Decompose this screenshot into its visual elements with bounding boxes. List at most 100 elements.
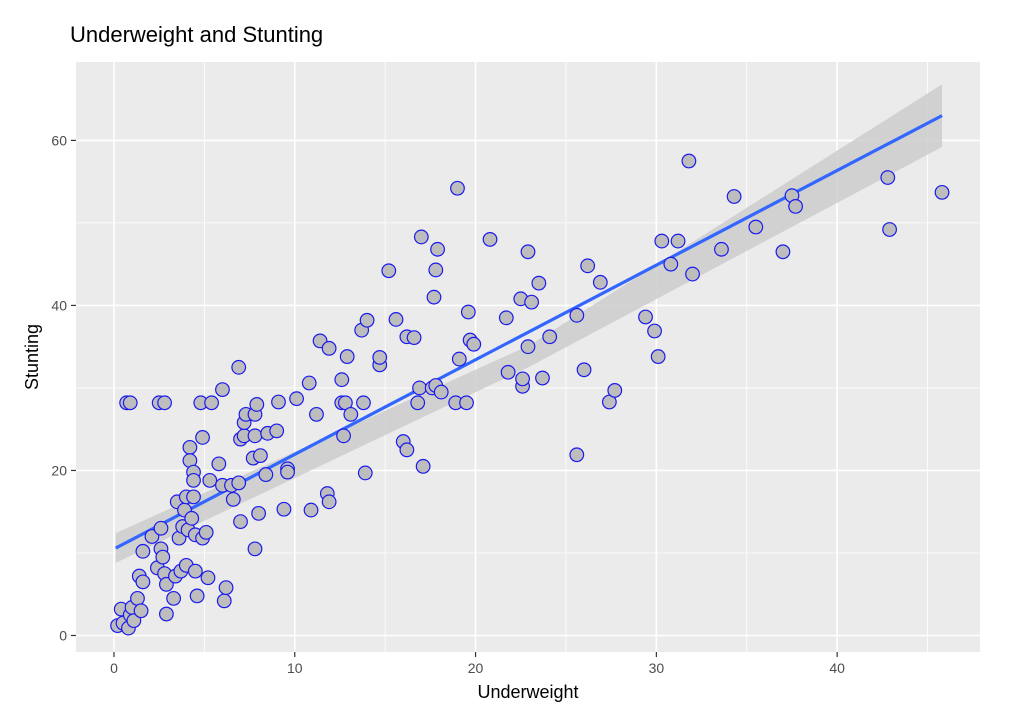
data-points bbox=[110, 153, 950, 636]
data-point bbox=[269, 423, 285, 439]
data-point bbox=[460, 304, 476, 320]
data-point bbox=[276, 501, 292, 517]
data-point bbox=[251, 505, 267, 521]
y-tick-label: 60 bbox=[51, 132, 67, 148]
data-point bbox=[372, 350, 388, 365]
data-point bbox=[215, 382, 230, 397]
data-point bbox=[334, 372, 350, 388]
data-point bbox=[663, 256, 679, 272]
data-point bbox=[166, 590, 182, 606]
data-point bbox=[130, 590, 145, 606]
data-point bbox=[714, 241, 729, 257]
data-point bbox=[880, 170, 896, 185]
y-axis: 0 20 40 60 bbox=[51, 132, 76, 643]
data-point bbox=[289, 391, 304, 407]
data-point bbox=[498, 310, 514, 326]
data-point bbox=[775, 244, 791, 260]
data-point bbox=[253, 448, 268, 464]
data-point bbox=[202, 472, 218, 488]
data-point bbox=[788, 199, 803, 214]
data-point bbox=[211, 456, 227, 472]
data-point bbox=[157, 395, 172, 411]
data-point bbox=[321, 340, 337, 356]
data-point bbox=[231, 475, 247, 491]
data-point bbox=[187, 563, 203, 579]
data-point bbox=[200, 570, 216, 586]
data-point bbox=[934, 184, 950, 200]
data-point bbox=[882, 222, 897, 237]
data-point bbox=[122, 395, 138, 411]
data-point bbox=[670, 233, 686, 249]
data-point bbox=[466, 336, 482, 352]
data-point bbox=[233, 514, 248, 530]
confidence-band bbox=[115, 84, 943, 563]
x-tick-label: 40 bbox=[829, 660, 845, 676]
data-point bbox=[580, 258, 596, 274]
data-point bbox=[135, 543, 151, 559]
data-point bbox=[428, 262, 444, 278]
data-point bbox=[531, 275, 547, 291]
data-point bbox=[654, 233, 670, 249]
data-point bbox=[433, 384, 449, 400]
data-point bbox=[231, 359, 247, 375]
data-point bbox=[247, 428, 263, 444]
data-point bbox=[410, 395, 426, 411]
data-point bbox=[204, 395, 220, 411]
data-point bbox=[336, 428, 351, 444]
data-point bbox=[650, 349, 666, 364]
y-axis-title: Stunting bbox=[22, 324, 42, 390]
data-point bbox=[415, 458, 431, 474]
data-point bbox=[225, 491, 241, 507]
data-point bbox=[451, 351, 467, 367]
data-point bbox=[153, 520, 169, 536]
data-point bbox=[413, 229, 429, 245]
data-point bbox=[216, 593, 232, 609]
data-point bbox=[218, 580, 234, 596]
data-point bbox=[195, 430, 210, 445]
data-point bbox=[388, 312, 404, 327]
data-point bbox=[426, 289, 442, 305]
data-point bbox=[135, 574, 151, 590]
data-point bbox=[381, 263, 397, 279]
data-point bbox=[569, 447, 585, 463]
data-point bbox=[357, 465, 373, 481]
data-point bbox=[647, 323, 662, 339]
data-point bbox=[249, 397, 265, 412]
x-axis: 0 10 20 30 40 bbox=[110, 652, 845, 676]
data-point bbox=[339, 349, 355, 364]
data-point bbox=[535, 370, 550, 386]
data-point bbox=[569, 307, 585, 323]
data-point bbox=[592, 274, 608, 290]
data-point bbox=[500, 364, 516, 380]
data-point bbox=[186, 472, 201, 488]
data-point bbox=[359, 312, 375, 328]
data-point bbox=[321, 494, 337, 510]
data-point bbox=[133, 603, 149, 619]
data-point bbox=[520, 244, 536, 260]
data-point bbox=[450, 180, 465, 196]
x-tick-label: 0 bbox=[110, 660, 118, 676]
data-point bbox=[356, 395, 371, 411]
x-tick-label: 30 bbox=[649, 660, 665, 676]
regression-line bbox=[115, 114, 943, 550]
data-point bbox=[309, 406, 324, 422]
x-tick-label: 10 bbox=[287, 660, 303, 676]
data-point bbox=[158, 576, 174, 592]
data-point bbox=[520, 339, 536, 355]
data-point bbox=[638, 309, 653, 325]
data-point bbox=[576, 362, 592, 378]
data-point bbox=[685, 266, 700, 282]
data-point bbox=[155, 549, 171, 565]
y-tick-label: 20 bbox=[51, 462, 67, 478]
data-point bbox=[482, 232, 498, 247]
data-point bbox=[399, 442, 415, 458]
data-point bbox=[301, 375, 317, 391]
data-point bbox=[303, 502, 319, 518]
data-point bbox=[126, 613, 142, 629]
data-point bbox=[524, 294, 540, 310]
data-point bbox=[271, 394, 286, 410]
data-point bbox=[247, 541, 263, 557]
data-point bbox=[158, 606, 174, 622]
data-point bbox=[258, 467, 274, 482]
data-point bbox=[189, 588, 205, 604]
